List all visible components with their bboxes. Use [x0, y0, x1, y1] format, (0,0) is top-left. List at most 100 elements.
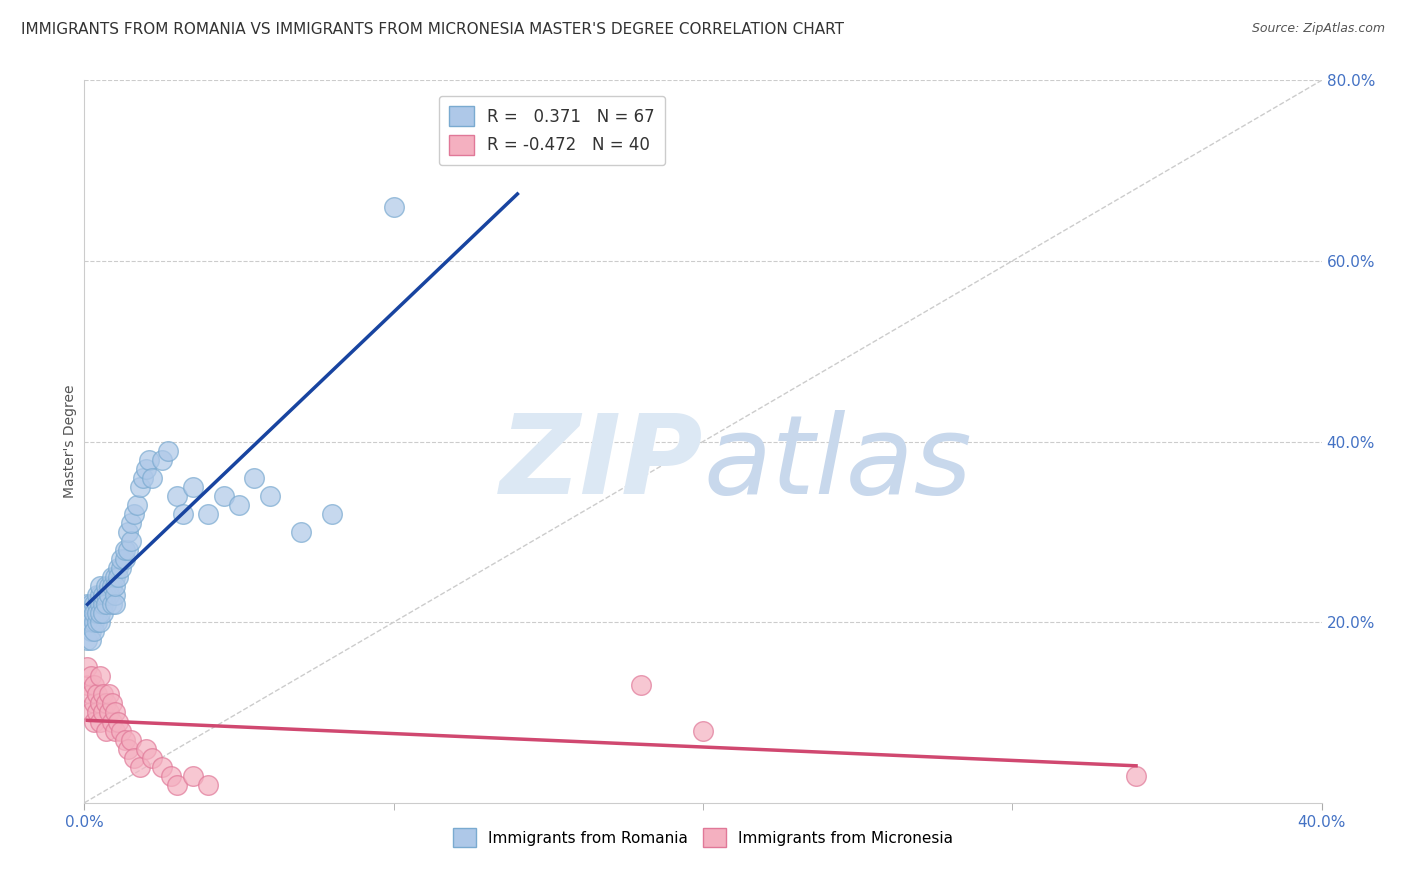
Point [135, 741, 157, 756]
Point [259, 489, 281, 503]
Point [98, 706, 121, 720]
Point [104, 706, 127, 720]
Point [79, 669, 101, 683]
Point [86, 597, 108, 611]
Point [79, 624, 101, 639]
Point [107, 570, 129, 584]
Point [89, 579, 111, 593]
Point [91, 606, 114, 620]
Point [104, 588, 127, 602]
Point [150, 760, 173, 774]
Point [83, 624, 105, 639]
Y-axis label: Master's Degree: Master's Degree [63, 384, 77, 499]
Point [89, 615, 111, 630]
Point [129, 760, 152, 774]
Point [166, 778, 188, 792]
Point [79, 633, 101, 648]
Point [125, 498, 148, 512]
Point [83, 678, 105, 692]
Point [83, 597, 105, 611]
Point [98, 588, 121, 602]
Point [160, 769, 183, 783]
Point [79, 687, 101, 701]
Point [382, 200, 405, 214]
Point [76, 633, 98, 648]
Point [120, 533, 142, 548]
Text: atlas: atlas [703, 409, 972, 516]
Point [86, 615, 108, 630]
Point [166, 489, 188, 503]
Point [86, 606, 108, 620]
Text: Source: ZipAtlas.com: Source: ZipAtlas.com [1251, 22, 1385, 36]
Point [212, 489, 235, 503]
Legend: Immigrants from Romania, Immigrants from Micronesia: Immigrants from Romania, Immigrants from… [447, 822, 959, 853]
Point [114, 542, 136, 557]
Point [79, 606, 101, 620]
Point [630, 678, 652, 692]
Point [98, 579, 121, 593]
Point [181, 769, 204, 783]
Point [122, 507, 145, 521]
Point [1125, 769, 1147, 783]
Point [94, 588, 117, 602]
Point [101, 597, 124, 611]
Point [101, 579, 124, 593]
Point [243, 471, 266, 485]
Point [110, 561, 132, 575]
Point [156, 443, 179, 458]
Point [120, 732, 142, 747]
Point [83, 714, 105, 729]
Point [114, 552, 136, 566]
Point [79, 706, 101, 720]
Point [104, 579, 127, 593]
Point [89, 588, 111, 602]
Point [89, 669, 111, 683]
Point [83, 615, 105, 630]
Point [76, 678, 98, 692]
Point [107, 714, 129, 729]
Point [117, 542, 139, 557]
Point [129, 480, 152, 494]
Point [101, 714, 124, 729]
Point [104, 570, 127, 584]
Point [79, 615, 101, 630]
Point [89, 714, 111, 729]
Point [135, 461, 157, 475]
Point [117, 524, 139, 539]
Point [321, 507, 343, 521]
Point [197, 778, 219, 792]
Point [114, 732, 136, 747]
Point [122, 750, 145, 764]
Point [83, 606, 105, 620]
Point [117, 741, 139, 756]
Point [104, 723, 127, 738]
Point [98, 687, 121, 701]
Point [290, 524, 312, 539]
Point [197, 507, 219, 521]
Point [228, 498, 250, 512]
Text: ZIP: ZIP [499, 409, 703, 516]
Point [150, 452, 173, 467]
Point [138, 452, 160, 467]
Point [132, 471, 155, 485]
Point [692, 723, 714, 738]
Point [94, 723, 117, 738]
Point [181, 480, 204, 494]
Point [86, 687, 108, 701]
Point [86, 706, 108, 720]
Point [104, 597, 127, 611]
Point [94, 597, 117, 611]
Point [76, 597, 98, 611]
Point [120, 516, 142, 530]
Point [101, 697, 124, 711]
Point [94, 697, 117, 711]
Point [101, 570, 124, 584]
Point [91, 597, 114, 611]
Point [89, 597, 111, 611]
Point [91, 706, 114, 720]
Text: IMMIGRANTS FROM ROMANIA VS IMMIGRANTS FROM MICRONESIA MASTER'S DEGREE CORRELATIO: IMMIGRANTS FROM ROMANIA VS IMMIGRANTS FR… [21, 22, 844, 37]
Point [107, 561, 129, 575]
Point [141, 471, 163, 485]
Point [91, 588, 114, 602]
Point [76, 615, 98, 630]
